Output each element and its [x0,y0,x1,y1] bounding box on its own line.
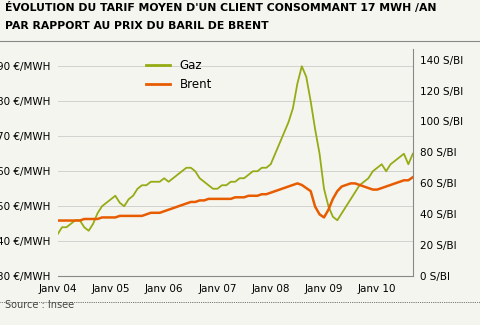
Gaz [299,64,305,68]
Brent [374,188,380,191]
Gaz [366,176,372,180]
Gaz [321,187,327,191]
Brent [317,213,323,216]
Gaz [250,169,256,173]
Gaz [348,197,353,201]
Text: ÉVOLUTION DU TARIF MOYEN D'UN CLIENT CONSOMMANT 17 MWH /AN: ÉVOLUTION DU TARIF MOYEN D'UN CLIENT CON… [5,2,436,13]
Brent [250,194,256,198]
Brent [276,188,282,191]
Legend: Gaz, Brent: Gaz, Brent [142,55,216,96]
Text: PAR RAPPORT AU PRIX DU BARIL DE BRENT: PAR RAPPORT AU PRIX DU BARIL DE BRENT [5,21,268,31]
Line: Gaz: Gaz [58,66,413,234]
Gaz [379,162,384,166]
Gaz [276,141,282,145]
Text: Source : Insee: Source : Insee [5,300,74,310]
Line: Brent: Brent [58,177,413,221]
Brent [410,175,416,179]
Gaz [410,152,416,156]
Brent [55,219,60,223]
Gaz [55,232,60,236]
Brent [343,183,349,187]
Brent [361,185,367,188]
